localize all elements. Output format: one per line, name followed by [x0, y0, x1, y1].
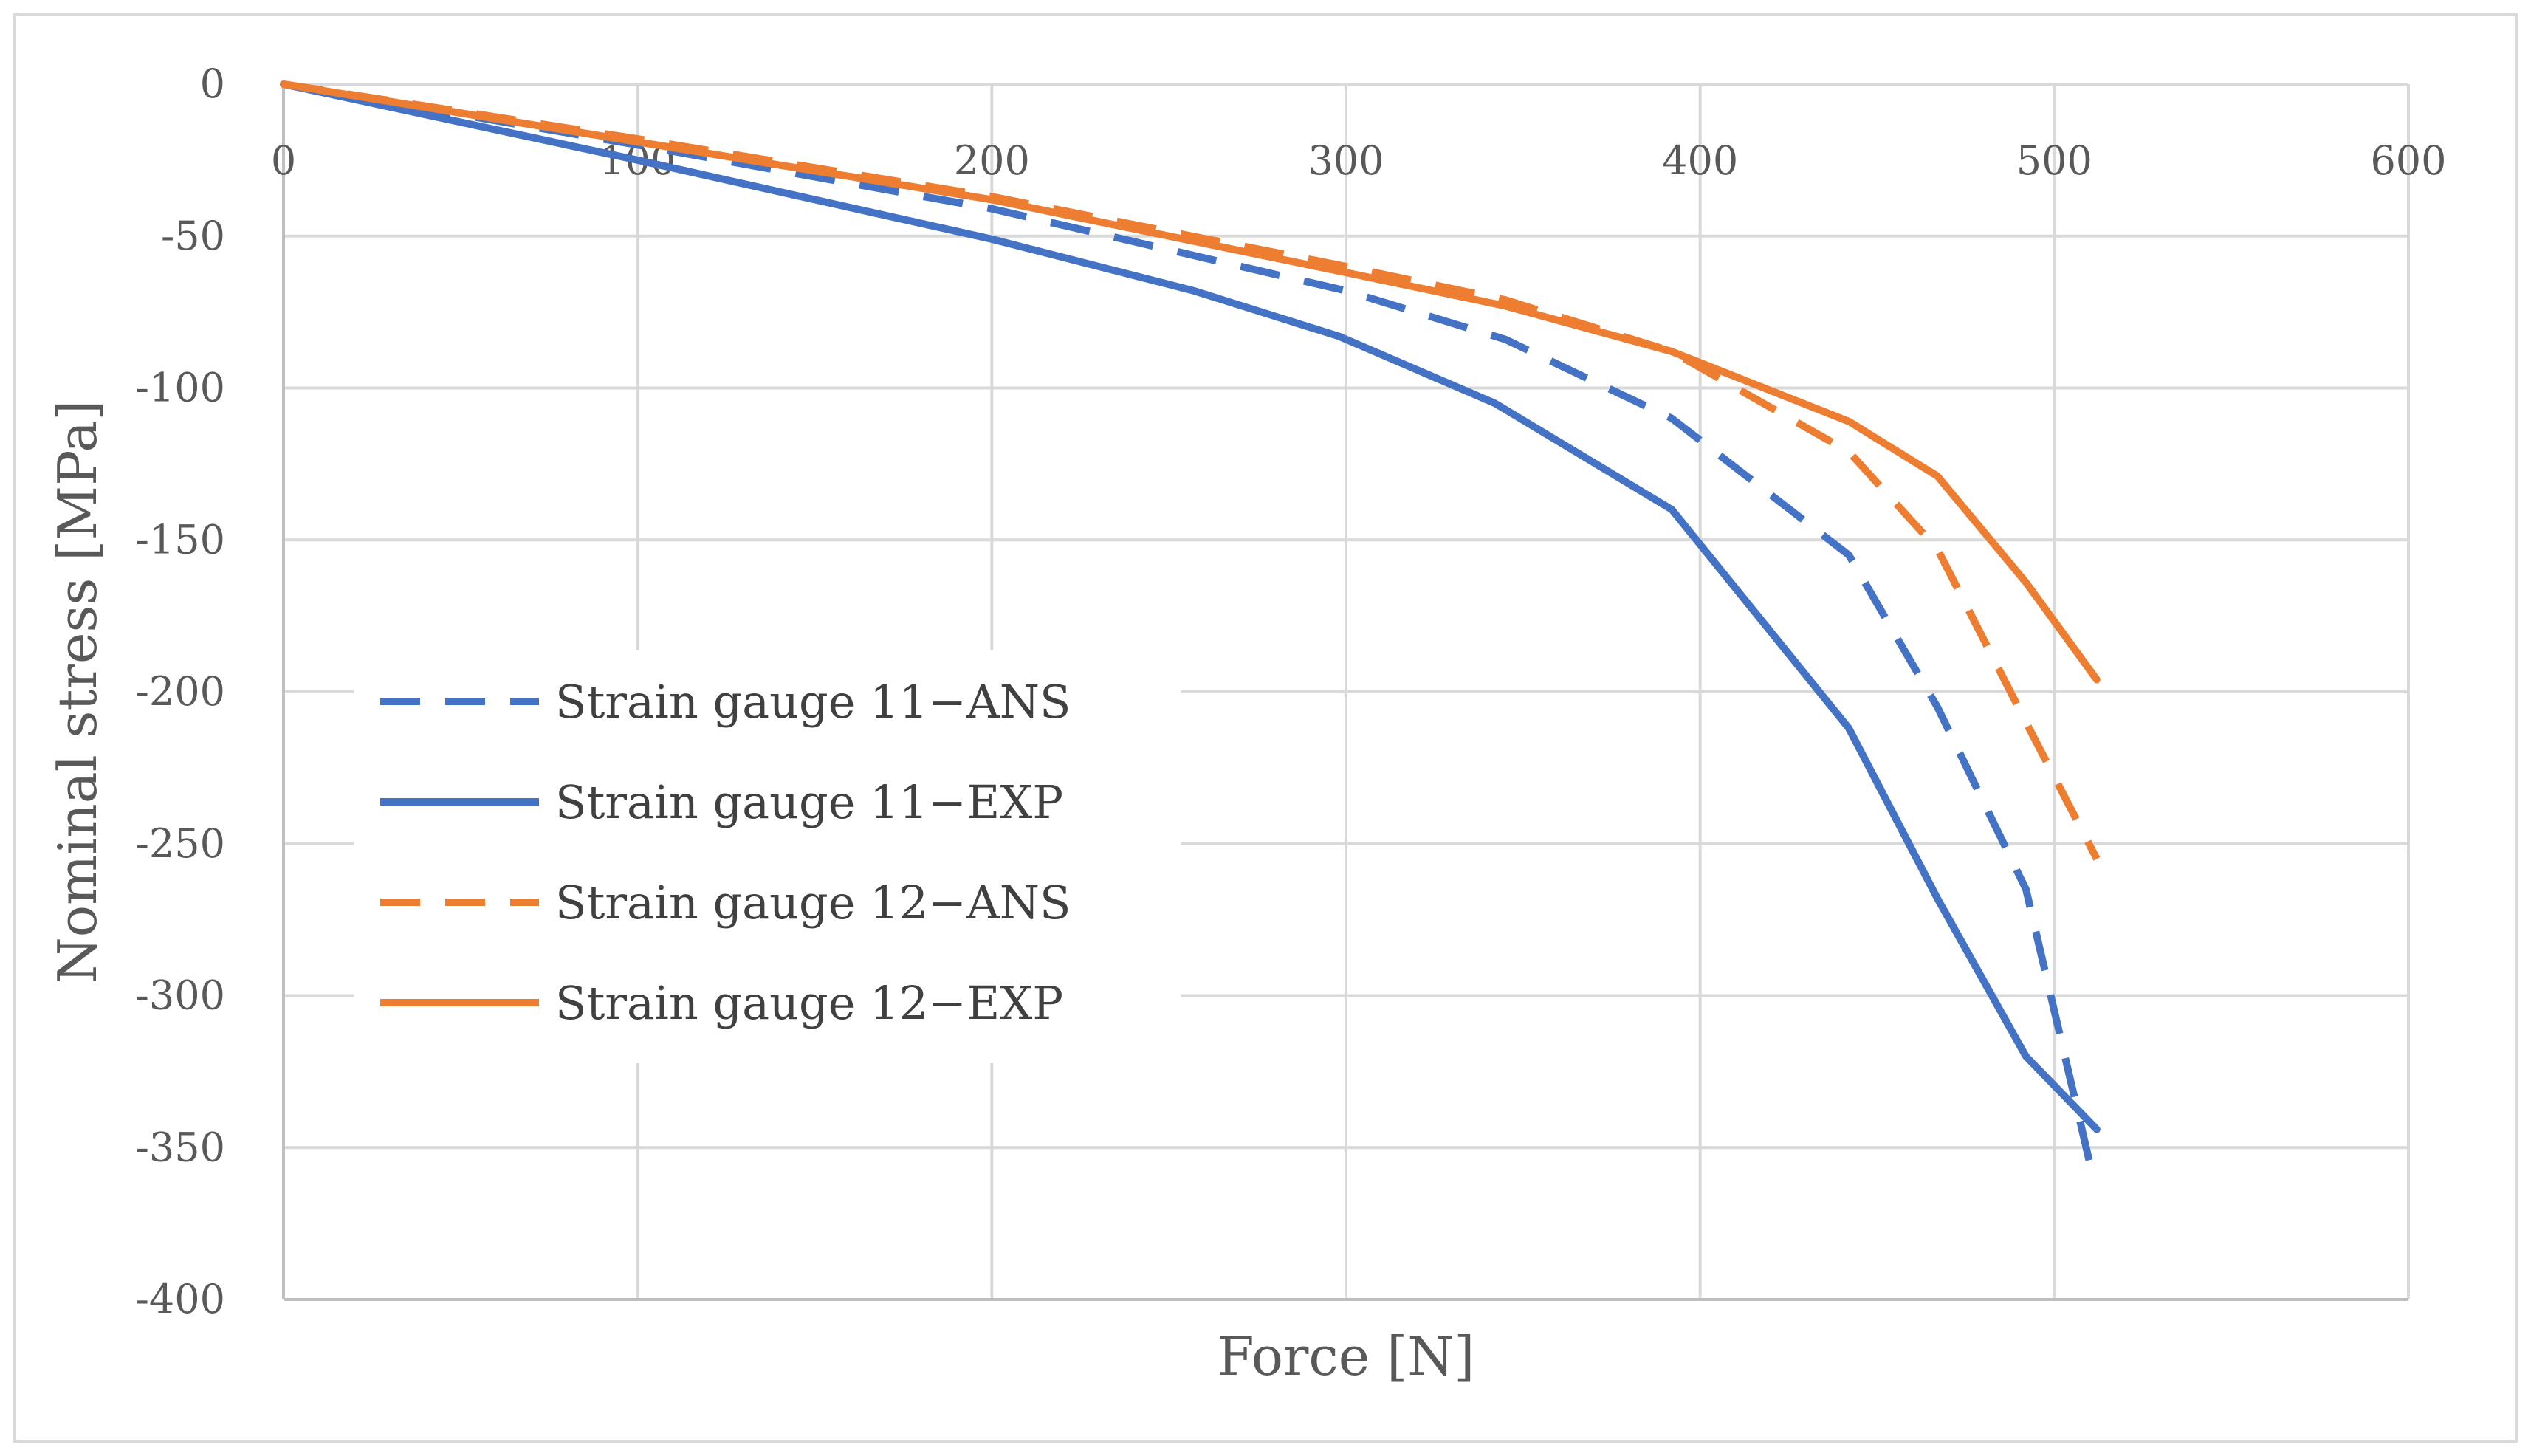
y-tick-label: -50	[161, 213, 225, 259]
y-tick-label: -250	[136, 820, 225, 867]
x-tick-label: 200	[954, 137, 1030, 184]
series-lines	[280, 80, 2101, 1164]
x-tick-label: 0	[271, 137, 296, 184]
legend: Strain gauge 11−ANS Strain gauge 11−EXP St…	[380, 675, 1071, 1030]
y-tick-label: -100	[136, 365, 225, 411]
legend-label: Strain gauge 11−ANS	[555, 675, 1071, 729]
axes	[282, 84, 2408, 1301]
y-tick-label: -150	[136, 516, 225, 563]
legend-label: Strain gauge 11−EXP	[555, 775, 1063, 829]
x-tick-label: 300	[1308, 137, 1384, 184]
y-tick-label: -300	[136, 972, 225, 1019]
y-tick-label: -400	[136, 1276, 225, 1322]
x-axis-title: Force [N]	[1218, 1325, 1475, 1387]
y-tick-label: 0	[200, 61, 225, 107]
x-tick-label: 400	[1662, 137, 1738, 184]
y-tick-label: -200	[136, 668, 225, 715]
series-line	[280, 80, 2101, 684]
legend-background	[354, 650, 1181, 1063]
legend-label: Strain gauge 12−ANS	[555, 876, 1071, 930]
series-line	[283, 80, 2094, 1164]
x-tick-label: 600	[2370, 137, 2446, 184]
x-tick-label: 500	[2016, 137, 2092, 184]
y-axis-title: Nominal stress [MPa]	[47, 400, 109, 984]
legend-label: Strain gauge 12−EXP	[555, 976, 1063, 1030]
y-tick-label: -350	[136, 1124, 225, 1170]
series-line	[280, 80, 2101, 1133]
y-tick-labels: 0 -50 -100 -150 -200 -250 -300 -350 -400	[136, 61, 225, 1322]
